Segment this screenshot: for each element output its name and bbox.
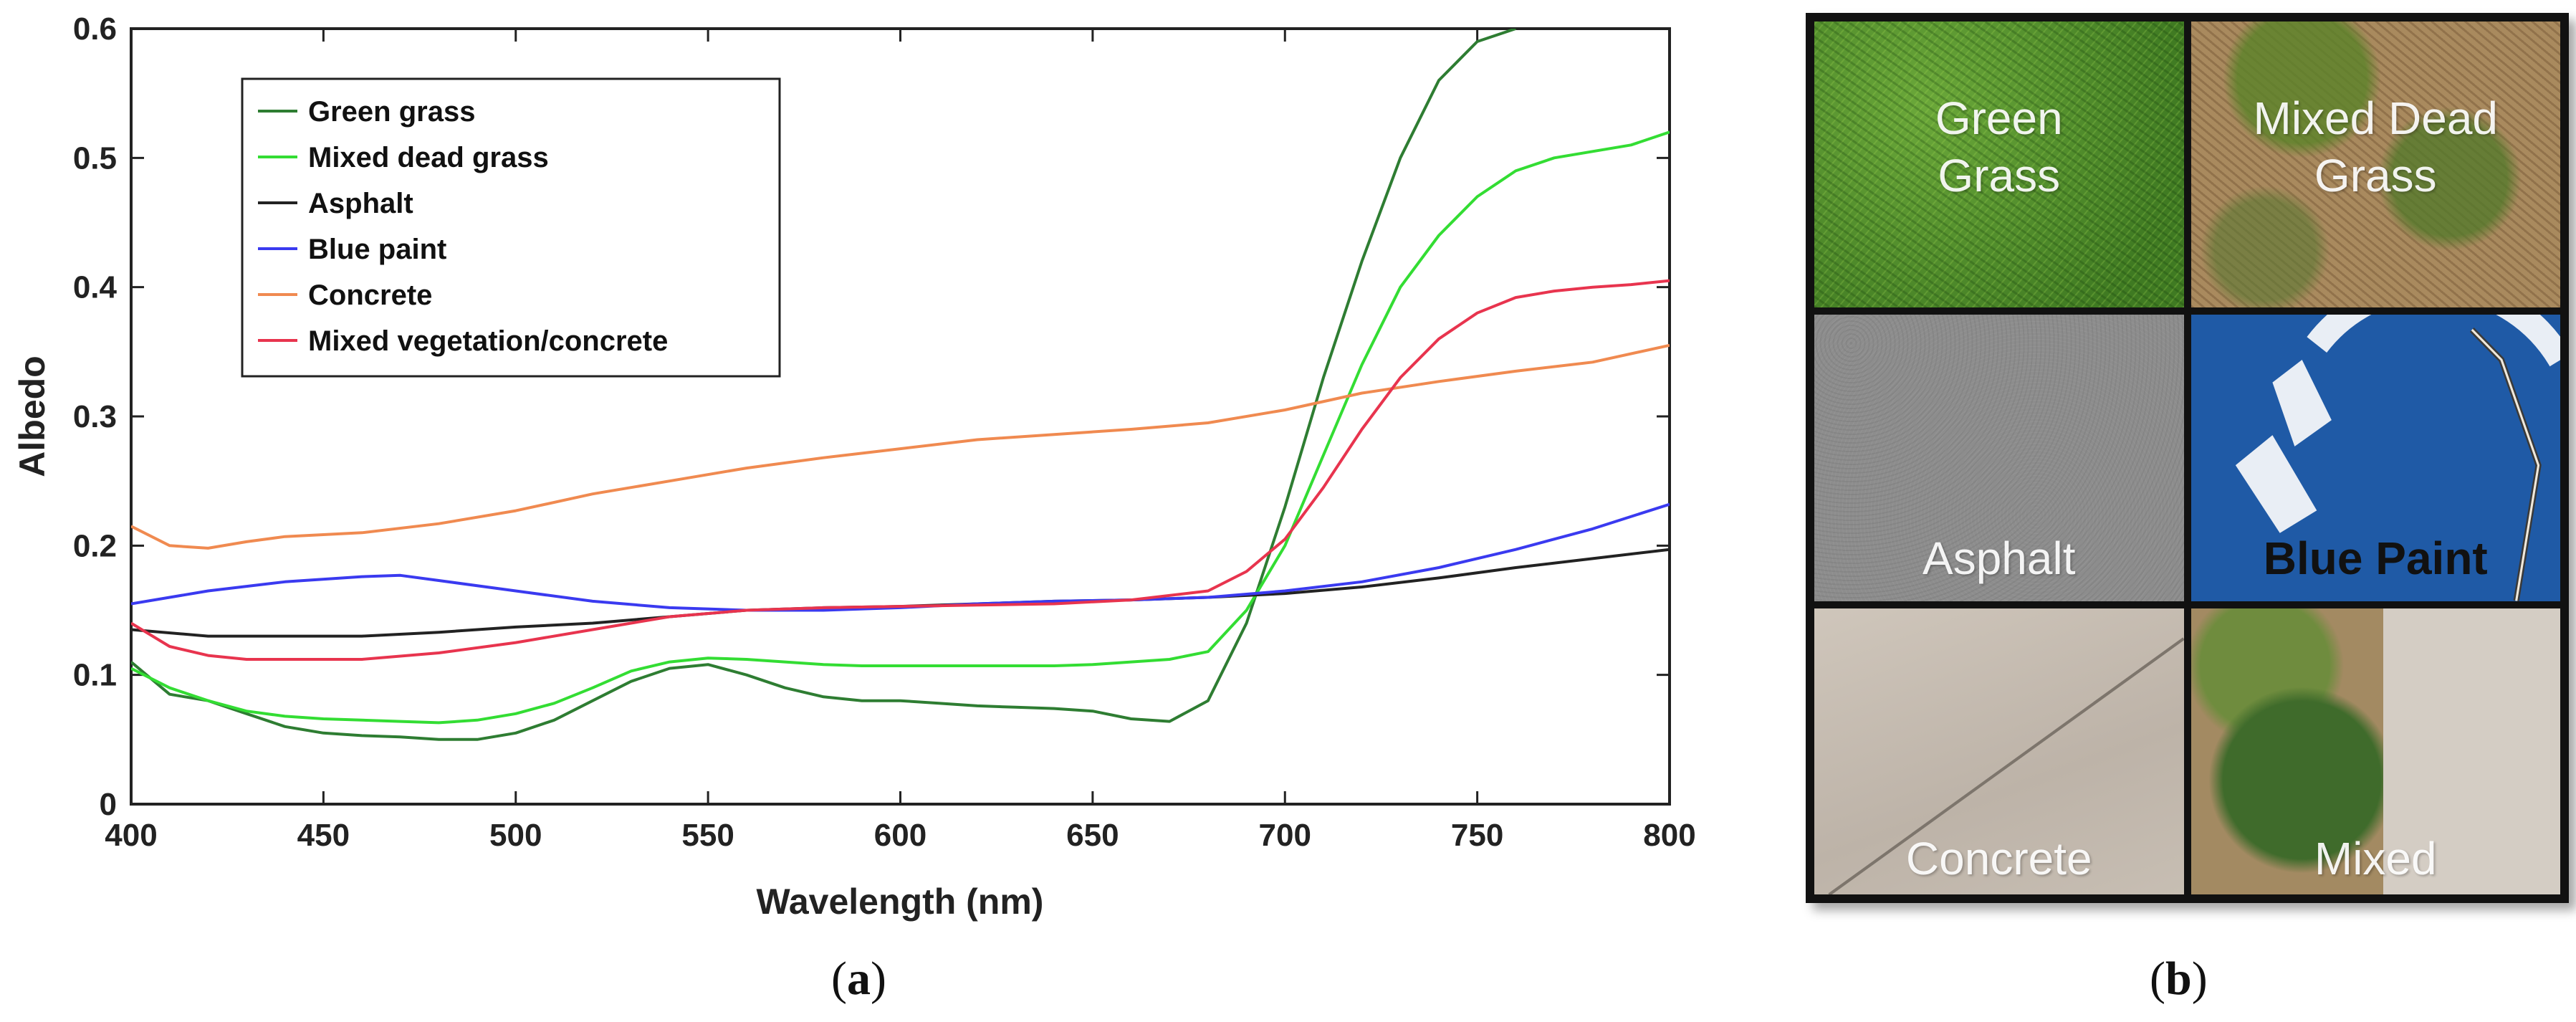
series-lines [131,29,1670,741]
tile-label-blue-paint: Blue Paint [2263,532,2488,584]
tile-label-mixed: Mixed [2314,833,2437,884]
legend-label-asphalt: Asphalt [308,188,413,219]
surface-photo-grid: Green Grass Mixed Dead Grass Asphalt Blu… [1806,13,2569,903]
x-tick-label: 400 [105,818,157,853]
y-tick-label: 0.6 [73,11,117,47]
x-tick-label: 500 [489,818,542,853]
legend-label-mixed-vegetation-concrete: Mixed vegetation/concrete [308,325,668,357]
y-tick-label: 0.2 [73,528,117,563]
tile-label-concrete: Concrete [1905,833,2092,884]
caption-b: (b) [2150,952,2208,1005]
x-tick-label: 600 [874,818,927,853]
series-line-mixed-dead-grass [131,130,1670,725]
axis-ticks: 400 450 500 550 600 650 700 750 800 0 0.1 0.2 0.3 0.4… [73,11,1696,853]
x-tick-label: 450 [297,818,350,853]
y-tick-label: 0.3 [73,399,117,434]
tile-blue-paint: Blue Paint [2190,315,2560,601]
legend-label-green-grass: Green grass [308,96,475,128]
legend-label-blue-paint: Blue paint [308,234,446,265]
x-tick-label: 650 [1066,818,1119,853]
x-tick-label: 550 [681,818,734,853]
tile-mixed: Mixed [2190,608,2560,894]
tile-mixed-dead-grass: Mixed Dead Grass [2190,22,2560,308]
concrete-joint-line [1828,636,2184,894]
y-tick-label: 0.4 [73,270,118,305]
y-tick-label: 0.5 [73,140,117,176]
tile-concrete: Concrete [1814,608,2184,894]
caption-a: (a) [831,952,886,1005]
series-line-green-grass [131,29,1516,741]
caption-b-letter: b [2165,952,2192,1005]
y-tick-label: 0.1 [73,658,117,693]
x-axis-label: Wavelength (nm) [757,882,1044,922]
y-tick-label: 0 [100,787,117,822]
x-tick-label: 800 [1643,818,1695,853]
tile-asphalt: Asphalt [1814,315,2184,601]
legend-label-mixed-dead-grass: Mixed dead grass [308,142,549,173]
tile-label-asphalt: Asphalt [1923,532,2076,584]
x-tick-label: 700 [1259,818,1311,853]
legend-box [241,77,781,378]
albedo-chart: 400 450 500 550 600 650 700 750 800 0 0.1 0.2 0.3 0.4… [12,11,1696,922]
tile-green-grass: Green Grass [1814,22,2184,308]
caption-a-letter: a [846,952,871,1005]
x-tick-label: 750 [1451,818,1503,853]
series-line-concrete [131,343,1670,550]
tile-label-green-grass: Green Grass [1935,92,2063,201]
legend-label-concrete: Concrete [308,280,432,311]
y-axis-label: Albedo [12,355,52,477]
wheelchair-symbol-icon [2235,315,2560,601]
tile-label-mixed-dead-grass: Mixed Dead Grass [2253,92,2499,201]
series-line-asphalt [131,548,1670,638]
series-line-blue-paint [131,502,1670,612]
legend: Green grass Mixed dead grass Asphalt Blue p… [241,77,781,378]
series-line-mixed-vegetation-concrete [131,279,1670,661]
